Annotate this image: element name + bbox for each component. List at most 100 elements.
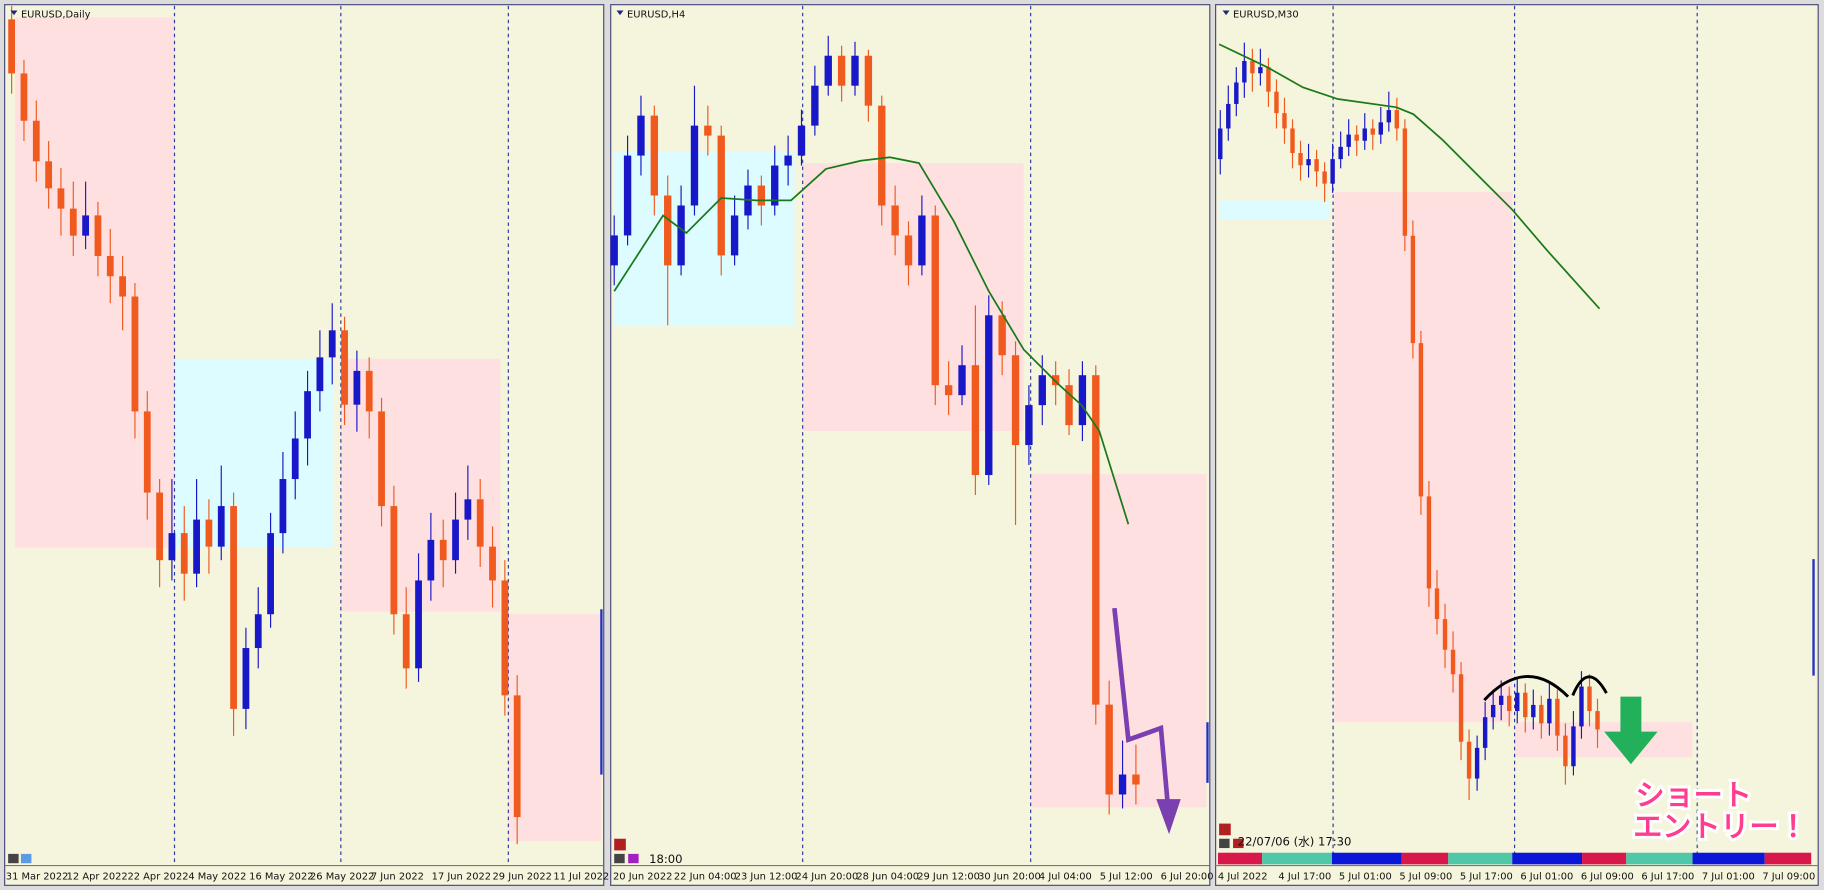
candle-body xyxy=(1242,61,1247,83)
candle-body xyxy=(1314,159,1319,172)
candle-body xyxy=(784,155,792,166)
title-icon xyxy=(10,10,18,16)
candle-body xyxy=(1290,128,1295,154)
icon xyxy=(1219,838,1230,849)
candle-body xyxy=(918,215,926,266)
candle-body xyxy=(1458,674,1464,742)
x-tick-label: 5 Jul 12:00 xyxy=(1100,872,1153,883)
candle-body xyxy=(82,215,90,236)
title-icon xyxy=(616,10,624,16)
x-tick-label: 5 Jul 17:00 xyxy=(1460,872,1513,883)
title-icon xyxy=(1222,10,1230,16)
candle-body xyxy=(677,205,685,266)
x-tick-label: 20 Jun 2022 xyxy=(613,872,672,883)
candle-body xyxy=(291,438,299,480)
candle-body xyxy=(797,125,806,156)
candle-body xyxy=(94,215,102,256)
candle-body xyxy=(851,55,859,86)
candle-body xyxy=(1490,704,1496,718)
candle-body xyxy=(757,185,766,206)
candle-body xyxy=(180,533,188,574)
candle-body xyxy=(427,539,435,581)
icon xyxy=(614,853,625,864)
x-tick-label: 12 Apr 2022 xyxy=(67,872,128,883)
candle-body xyxy=(1234,82,1239,104)
candle-body xyxy=(1330,159,1335,184)
candle-body xyxy=(1250,61,1255,74)
annotation: 22/07/06 (水) 17:30 xyxy=(1238,835,1352,849)
candle-body xyxy=(341,330,348,405)
x-tick-label: 5 Jul 01:00 xyxy=(1339,872,1392,883)
candle-body xyxy=(1450,649,1456,675)
candle-body xyxy=(1306,159,1311,166)
candle-body xyxy=(415,580,422,669)
icon xyxy=(8,853,19,864)
zones xyxy=(15,17,1693,842)
candle-body xyxy=(971,365,980,476)
candle-body xyxy=(1531,704,1536,718)
candle-body xyxy=(904,235,913,266)
candle-body xyxy=(730,215,739,256)
candle-body xyxy=(106,255,114,277)
annotation-arrow xyxy=(1112,607,1171,807)
candle-body xyxy=(878,105,886,206)
candle-body xyxy=(452,519,459,561)
candle-body xyxy=(1338,146,1343,160)
annotation-down-arrow xyxy=(1604,696,1658,765)
x-tick-label: 6 Jul 01:00 xyxy=(1520,872,1573,883)
candle-body xyxy=(390,506,398,615)
candle-body xyxy=(1539,704,1544,724)
candle-body xyxy=(119,276,126,297)
candle-body xyxy=(476,499,484,547)
session xyxy=(1401,852,1449,865)
annotation: エントリー！ xyxy=(1633,809,1807,843)
candle-body xyxy=(771,165,779,206)
candle-body xyxy=(143,411,151,493)
candle-body xyxy=(1118,774,1127,795)
candle-body xyxy=(1266,67,1271,92)
candle-body xyxy=(1346,134,1351,147)
candle-body xyxy=(1507,695,1512,712)
candle-body xyxy=(1378,122,1384,135)
session xyxy=(1448,852,1513,865)
candle-body xyxy=(1132,774,1140,785)
candle-body xyxy=(1370,128,1375,135)
candle-body xyxy=(168,533,176,561)
x-tick-label: 24 Jun 20:00 xyxy=(796,872,859,883)
candle-body xyxy=(205,519,213,547)
chart-title: EURUSD,M30 xyxy=(1233,9,1299,20)
candle-body xyxy=(837,55,846,86)
candle-body xyxy=(985,315,993,476)
session xyxy=(1262,852,1332,865)
zone xyxy=(1219,200,1330,220)
candle-body xyxy=(1571,726,1576,767)
x-tick-label: 22 Apr 2022 xyxy=(127,872,188,883)
candle-body xyxy=(690,125,699,206)
candle-body xyxy=(279,479,287,534)
candle-body xyxy=(69,208,77,236)
candle-body xyxy=(316,357,324,392)
candle-body xyxy=(402,614,410,669)
candle-body xyxy=(193,519,200,574)
icon xyxy=(1233,838,1244,849)
candle-body xyxy=(931,215,939,386)
annotation: 18:00 xyxy=(649,852,682,866)
candle-body xyxy=(610,235,618,266)
candle-body xyxy=(1322,171,1327,184)
x-tick-label: 23 Jun 12:00 xyxy=(735,872,798,883)
candle-body xyxy=(230,506,237,709)
candle-body xyxy=(1587,686,1592,712)
session xyxy=(1626,852,1693,865)
x-tick-label: 6 Jul 20:00 xyxy=(1161,872,1214,883)
candle-body xyxy=(1298,153,1303,166)
zone xyxy=(1334,192,1513,723)
x-tick-label: 11 Jul 2022 xyxy=(553,872,609,883)
candle-body xyxy=(32,120,40,162)
x-tick-label: 4 Jul 17:00 xyxy=(1278,872,1331,883)
candle-body xyxy=(1474,747,1480,779)
candle-body xyxy=(1038,375,1046,406)
candle-body xyxy=(489,546,496,581)
candle-body xyxy=(1105,704,1113,795)
